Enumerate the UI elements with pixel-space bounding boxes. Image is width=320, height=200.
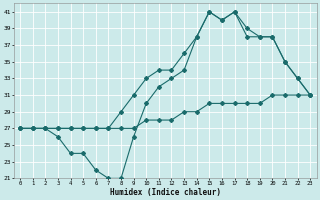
X-axis label: Humidex (Indice chaleur): Humidex (Indice chaleur) bbox=[110, 188, 220, 197]
